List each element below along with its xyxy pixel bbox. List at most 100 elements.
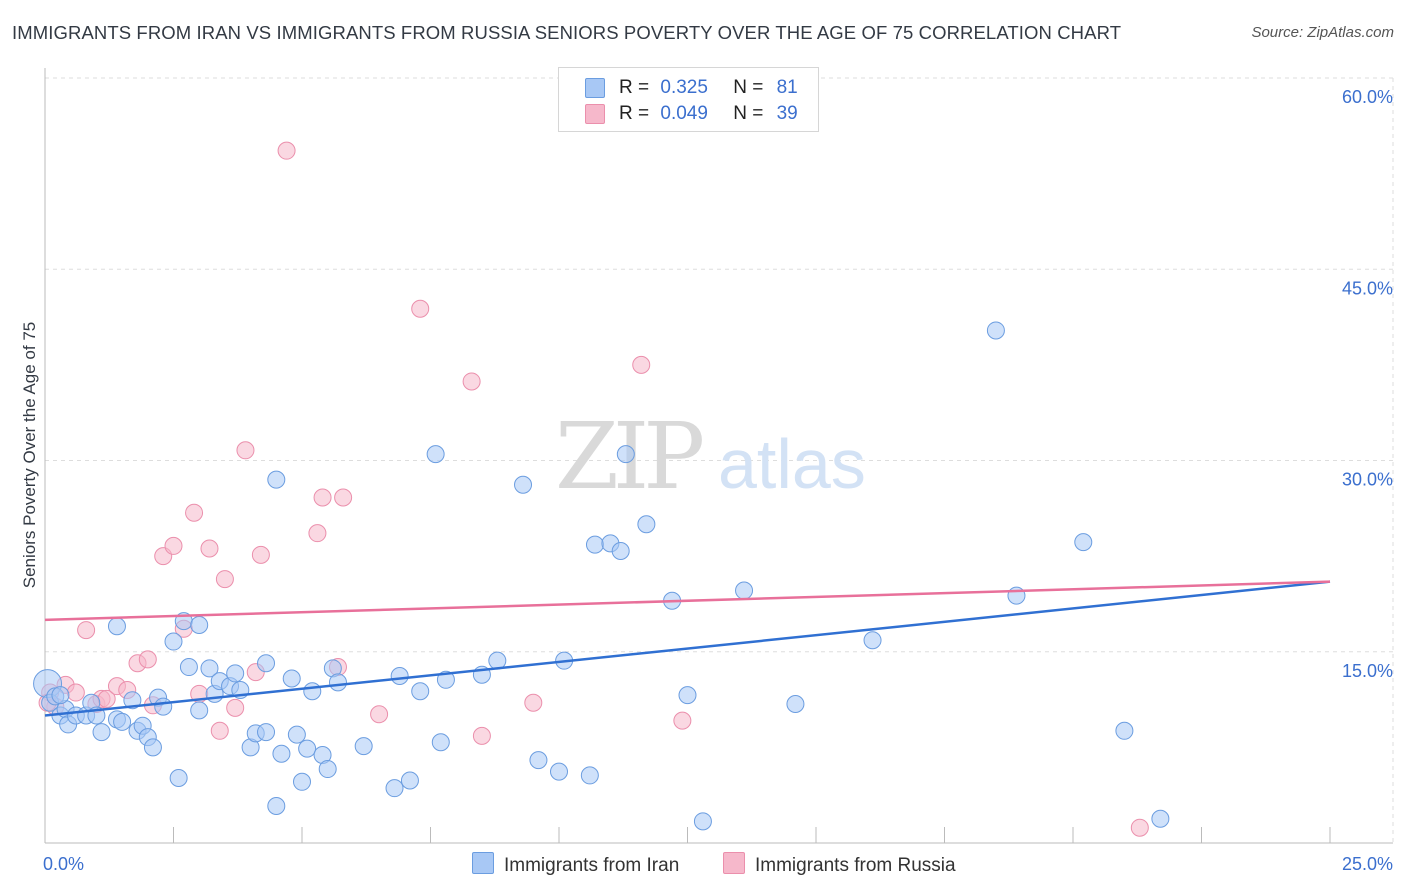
- russia-point: [200, 539, 219, 558]
- iran-point: [190, 701, 209, 720]
- russia-point: [236, 441, 255, 460]
- russia-point: [673, 711, 692, 730]
- iran-point: [431, 733, 450, 752]
- iran-point: [735, 581, 754, 600]
- y-axis-title: Seniors Poverty Over the Age of 75: [20, 322, 39, 588]
- iran-point: [272, 744, 291, 763]
- legend-r-label: R =: [619, 103, 650, 124]
- trend-lines: [44, 580, 1331, 717]
- grid-lines: [45, 77, 1394, 843]
- iran-point: [1115, 721, 1134, 740]
- russia-point: [313, 488, 332, 507]
- iran-point: [436, 670, 455, 689]
- iran-point: [190, 615, 209, 634]
- russia-point: [334, 488, 353, 507]
- russia-point: [277, 141, 296, 160]
- russia-point: [462, 372, 481, 391]
- russia-point: [215, 570, 234, 589]
- russia-point: [210, 721, 229, 740]
- tick-labels: 15.0% 30.0% 45.0% 60.0% 0.0% 25.0%: [43, 87, 1393, 874]
- iran-point: [318, 760, 337, 779]
- iran-point: [390, 666, 409, 685]
- russia-point: [1130, 818, 1149, 837]
- axes: [44, 68, 1393, 844]
- legend-n-label: N =: [733, 77, 764, 98]
- iran-point: [693, 812, 712, 831]
- x-tick-label: 0.0%: [43, 854, 84, 874]
- russia-point: [164, 536, 183, 555]
- iran-point: [303, 682, 322, 701]
- iran-point: [786, 695, 805, 714]
- iran-point: [354, 737, 373, 756]
- iran-point: [267, 797, 286, 816]
- iran-point: [107, 617, 126, 636]
- russia-trendline: [44, 580, 1331, 622]
- legend-n-value-russia: 39: [776, 103, 798, 124]
- russia-point: [472, 726, 491, 745]
- iran-point: [529, 751, 548, 770]
- iran-point: [678, 686, 697, 705]
- iran-point: [1151, 809, 1170, 828]
- source-label: Source: ZipAtlas.com: [1251, 24, 1394, 41]
- y-tick-label: 30.0%: [1342, 470, 1393, 490]
- iran-point: [200, 659, 219, 678]
- russia-point: [308, 524, 327, 543]
- legend-n-label: N =: [733, 103, 764, 124]
- iran-point: [400, 771, 419, 790]
- legend-n-value-iran: 81: [776, 77, 798, 98]
- watermark: ZIP atlas: [555, 403, 866, 510]
- y-tick-label: 60.0%: [1342, 87, 1393, 107]
- russia-point: [185, 503, 204, 522]
- bottom-legend-iran: Immigrants from Iran: [472, 852, 679, 877]
- russia-point: [524, 693, 543, 712]
- iran-point: [143, 738, 162, 757]
- watermark-atlas: atlas: [718, 425, 866, 503]
- correlation-legend: R = 0.325 N = 81 R = 0.049 N = 39: [558, 67, 819, 132]
- russia-point: [632, 355, 651, 374]
- iran-point: [514, 475, 533, 494]
- iran-point: [164, 632, 183, 651]
- iran-point: [411, 682, 430, 701]
- iran-point: [154, 697, 173, 716]
- russia-point: [411, 299, 430, 318]
- iran-point: [267, 470, 286, 489]
- legend-swatch-iran: [585, 78, 605, 98]
- iran-point: [426, 445, 445, 464]
- iran-point: [550, 762, 568, 781]
- iran-point: [328, 673, 347, 692]
- legend-r-value-russia: 0.049: [660, 103, 708, 124]
- iran-point: [179, 658, 198, 677]
- bottom-legend-label-iran: Immigrants from Iran: [504, 855, 680, 876]
- iran-point: [293, 772, 311, 791]
- legend-swatch-russia: [585, 104, 605, 124]
- iran-point: [986, 321, 1005, 340]
- iran-point: [1074, 533, 1093, 552]
- x-tick-label: 25.0%: [1342, 854, 1393, 874]
- bottom-legend-label-russia: Immigrants from Russia: [755, 855, 956, 876]
- iran-point: [169, 768, 188, 787]
- y-tick-label: 15.0%: [1342, 661, 1393, 681]
- iran-point: [257, 654, 276, 673]
- legend-r-value-iran: 0.325: [660, 77, 708, 98]
- legend-r-label: R =: [619, 77, 650, 98]
- y-tick-label: 45.0%: [1342, 278, 1393, 298]
- iran-point: [637, 515, 656, 534]
- iran-point: [298, 739, 317, 758]
- iran-point: [92, 723, 111, 742]
- bottom-legend-russia: Immigrants from Russia: [723, 852, 956, 877]
- iran-point: [385, 779, 404, 798]
- iran-series: [33, 321, 1170, 831]
- russia-point: [226, 698, 245, 717]
- russia-point: [66, 683, 85, 702]
- iran-trendline: [44, 580, 1331, 717]
- iran-point: [226, 664, 245, 683]
- iran-point: [863, 631, 882, 650]
- chart-title: IMMIGRANTS FROM IRAN VS IMMIGRANTS FROM …: [12, 22, 1122, 43]
- iran-point: [585, 535, 604, 554]
- bottom-legend-swatch-iran: [472, 852, 494, 874]
- russia-point: [370, 705, 389, 724]
- iran-point: [123, 691, 142, 710]
- iran-point: [616, 445, 635, 464]
- iran-point: [611, 542, 630, 561]
